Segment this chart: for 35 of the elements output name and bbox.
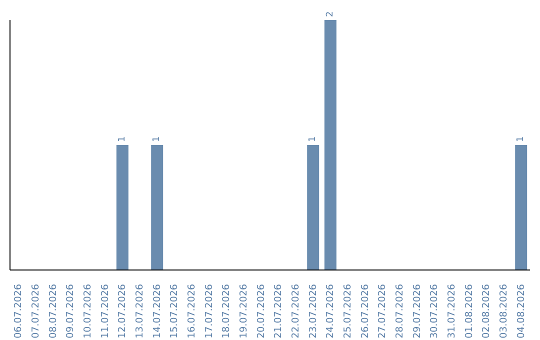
x-tick-label: 04.08.2026 — [516, 284, 527, 338]
x-tick-label: 16.07.2026 — [186, 284, 198, 338]
x-tick-label: 23.07.2026 — [308, 284, 319, 338]
data-label: 2 — [325, 11, 336, 17]
x-tick-label: 08.07.2026 — [48, 284, 59, 338]
x-tick-label: 12.07.2026 — [117, 284, 128, 338]
x-tick-label: 03.08.2026 — [498, 284, 510, 338]
x-tick-label: 24.07.2026 — [325, 284, 336, 338]
data-label: 1 — [308, 136, 318, 142]
x-tick-label: 11.07.2026 — [100, 284, 111, 338]
x-tick-label: 29.07.2026 — [412, 284, 423, 338]
x-tick-label: 10.07.2026 — [82, 284, 94, 338]
data-label: 1 — [152, 136, 162, 142]
x-tick-label: 27.07.2026 — [377, 284, 388, 338]
x-tick-label: 19.07.2026 — [238, 284, 250, 338]
x-tick-label: 01.08.2026 — [464, 284, 475, 338]
x-tick-label: 06.07.2026 — [13, 284, 24, 338]
data-label: 1 — [117, 136, 128, 142]
x-tick-label: 02.08.2026 — [481, 284, 492, 338]
x-tick-label: 17.07.2026 — [204, 284, 215, 338]
data-label: 1 — [516, 136, 526, 142]
x-tick-label: 22.07.2026 — [290, 284, 302, 338]
x-tick-label: 31.07.2026 — [446, 284, 458, 338]
x-tick-label: 25.07.2026 — [342, 284, 354, 338]
x-tick-label: 13.07.2026 — [134, 284, 146, 338]
x-tick-label: 28.07.2026 — [394, 284, 406, 338]
x-tick-label: 09.07.2026 — [65, 284, 76, 338]
x-tick-label: 30.07.2026 — [429, 284, 440, 338]
x-tick-label: 15.07.2026 — [169, 284, 180, 338]
x-tick-label: 26.07.2026 — [360, 284, 371, 338]
x-tick-label: 20.07.2026 — [256, 284, 267, 338]
x-tick-label: 21.07.2026 — [273, 284, 284, 338]
x-tick-label: 18.07.2026 — [221, 284, 232, 338]
x-tick-label: 14.07.2026 — [152, 284, 163, 338]
x-tick-label: 07.07.2026 — [30, 284, 42, 338]
